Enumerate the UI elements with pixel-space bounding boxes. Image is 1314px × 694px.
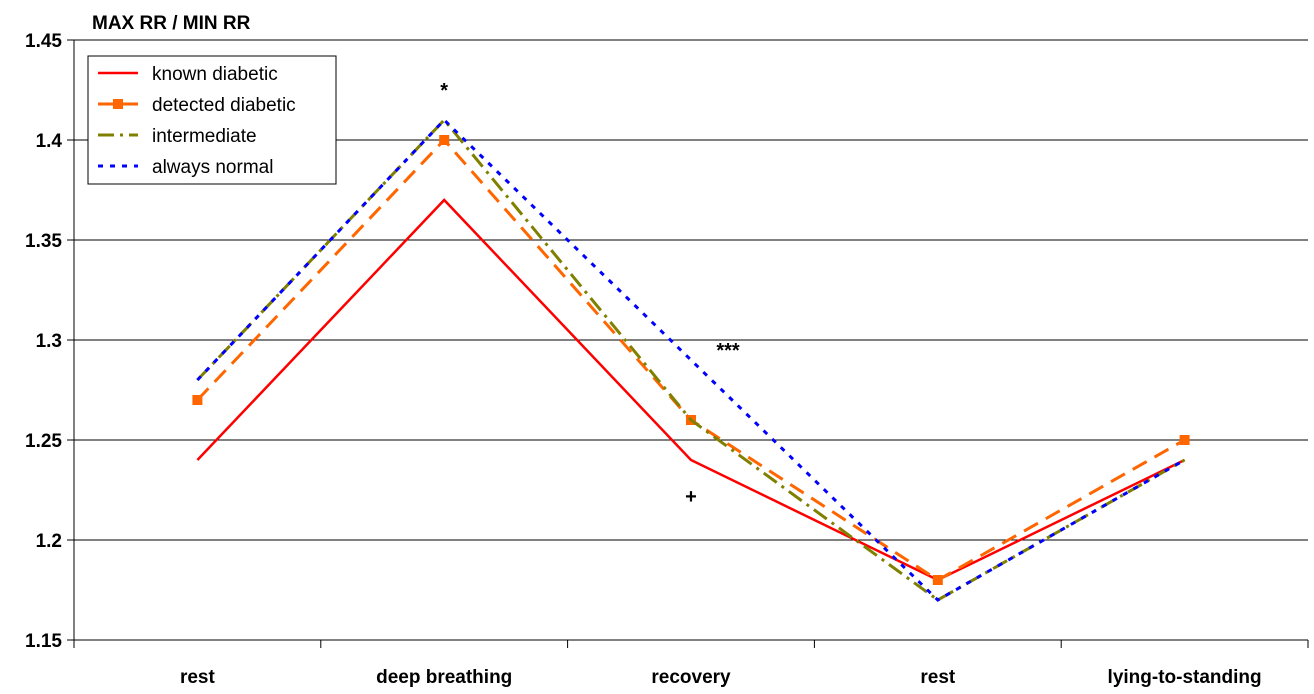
y-tick-label: 1.35 [25, 231, 62, 252]
annotations: ****+ [440, 80, 740, 508]
data-point-marker [439, 135, 450, 145]
legend-label: intermediate [152, 126, 257, 147]
data-point-marker [192, 395, 203, 405]
significance-annotation: + [685, 486, 697, 508]
y-tick-label: 1.15 [25, 631, 62, 652]
data-point-marker [932, 575, 943, 585]
x-tick-label: lying-to-standing [1108, 667, 1262, 688]
x-tick-label: rest [180, 667, 216, 688]
x-tick-labels: rest deep breathing recovery rest lying-to-s… [180, 667, 1262, 688]
series-group [192, 117, 1190, 602]
chart-title: MAX RR / MIN RR [92, 13, 251, 34]
y-tick-label: 1.45 [25, 31, 62, 52]
x-tick-label: rest [920, 667, 956, 688]
legend-label: always normal [152, 157, 273, 178]
legend-label: detected diabetic [152, 95, 296, 116]
y-tick-label: 1.3 [36, 331, 62, 352]
series-line-detected-diabetic [196, 137, 1186, 582]
data-point-marker [1179, 435, 1190, 445]
series-line-always-normal [196, 117, 1186, 602]
x-tick-label: recovery [651, 667, 731, 688]
series-line-known-diabetic [196, 198, 1186, 582]
axes [67, 39, 1309, 648]
legend-marker [113, 99, 123, 109]
significance-annotation: *** [716, 340, 740, 362]
x-tick-label: deep breathing [376, 667, 512, 688]
significance-annotation: * [440, 80, 448, 102]
legend: known diabetic detected diabetic intermedi… [87, 55, 337, 185]
legend-label: known diabetic [152, 64, 278, 85]
y-tick-labels: 1.15 1.2 1.25 1.3 1.35 1.4 1.45 [25, 31, 62, 652]
y-tick-label: 1.4 [36, 131, 63, 152]
y-tick-label: 1.2 [36, 531, 62, 552]
y-tick-label: 1.25 [25, 431, 62, 452]
series-line-intermediate [196, 117, 1186, 602]
legend-box [87, 55, 337, 185]
